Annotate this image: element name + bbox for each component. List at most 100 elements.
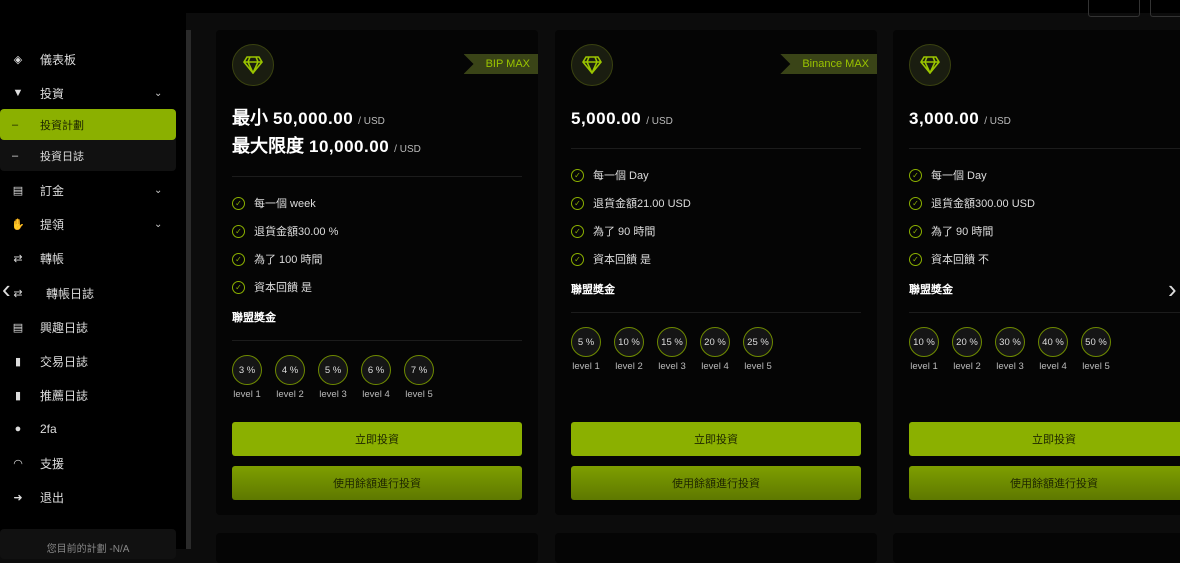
plan-feature: ✓ 每一個 Day [571,161,861,189]
sidebar-item[interactable]: ⇄ 轉帳 [0,243,186,273]
check-circle-icon: ✓ [571,252,584,266]
invest-now-button[interactable]: 立即投資 [909,422,1180,456]
plan-feature: ✓ 退貨金額300.00 USD [909,189,1180,217]
user-lock-icon: ● [14,423,22,435]
current-plan: 您目前的計劃 -N/A [0,529,176,559]
plan-feature: ✓ 退貨金額21.00 USD [571,189,861,217]
plan-feature: ✓ 為了 90 時間 [571,217,861,245]
plan-price: 最小 50,000.00 / USD 最大限度 10,000.00 / USD [232,108,421,156]
bonus-level: 25 % level 5 [743,327,773,372]
plan-card [893,533,1180,563]
plan-card: BIP MAX 最小 50,000.00 / USD 最大限度 10,000.00… [216,30,538,515]
bonus-level: 15 % level 3 [657,327,687,372]
divider [909,148,1180,149]
submenu-invest: – 投資計劃 – 投資日誌 [0,109,176,171]
sidebar-item[interactable]: ✋ 提領 ⌄ [11,217,163,232]
layers-icon: ◈ [13,53,23,66]
bonus-level: 10 % level 2 [614,327,644,372]
bonus-level: 7 % level 5 [404,355,434,400]
plan-price: 5,000.00 / USD [571,109,673,128]
check-circle-icon: ✓ [232,252,245,266]
check-circle-icon: ✓ [232,196,245,210]
plan-feature: ✓ 資本回饋 是 [571,245,861,273]
sidebar-item[interactable]: ◈ 儀表板 [0,44,186,74]
top-bar [0,0,1180,13]
carousel-prev-arrow[interactable]: ‹ [2,274,11,304]
check-circle-icon: ✓ [909,168,922,182]
divider [232,176,522,177]
logout-icon: ➜ [13,491,23,504]
plan-card [555,533,877,563]
invest-with-balance-button[interactable]: 使用餘額進行投資 [571,466,861,500]
plan-feature: ✓ 每一個 week [232,189,522,217]
sidebar-item[interactable]: ▮ 交易日誌 [0,346,186,376]
plan-feature: ✓ 每一個 Day [909,161,1180,189]
check-circle-icon: ✓ [232,280,245,294]
invest-with-balance-button[interactable]: 使用餘額進行投資 [909,466,1180,500]
chevron-down-icon: ⌄ [154,218,163,230]
transfer-icon: ⇄ [13,287,23,300]
sidebar-item[interactable]: ● 2fa [0,414,186,444]
bonus-level: 30 % level 3 [995,327,1025,372]
sidebar-item[interactable]: ▮ 推薦日誌 [0,380,186,410]
sidebar-item[interactable]: ◠ 支援 [0,448,186,478]
plan-card [216,533,538,563]
check-circle-icon: ✓ [571,224,584,238]
divider [571,148,861,149]
sidebar-item[interactable]: ⇄ 轉帳日誌 [0,278,186,308]
check-circle-icon: ✓ [909,252,922,266]
plan-card: 3,000.00 / USD ✓ 每一個 Day ✓ 退貨金額300.00 USD ✓ 為了… [893,30,1180,515]
divider [909,312,1180,313]
sidebar-item[interactable]: ▤ 訂金 ⌄ [12,183,163,198]
bonus-title: 聯盟獎金 [909,284,953,296]
check-circle-icon: ✓ [571,168,584,182]
bonus-level: 40 % level 4 [1038,327,1068,372]
bonus-level: 6 % level 4 [361,355,391,400]
cash-stack-icon: ▤ [12,184,24,197]
hand-coin-icon: ✋ [11,218,25,231]
sidebar-item[interactable]: ➜ 退出 [0,482,186,512]
check-circle-icon: ✓ [909,224,922,238]
plan-ribbon: BIP MAX [463,54,538,74]
invest-with-balance-button[interactable]: 使用餘額進行投資 [232,466,522,500]
bonus-level: 5 % level 1 [571,327,601,372]
sidebar-scrollbar[interactable] [186,30,191,549]
bonus-level: 10 % level 1 [909,327,939,372]
plan-card: Binance MAX 5,000.00 / USD ✓ 每一個 Day ✓ 退貨金額2… [555,30,877,515]
bonus-level: 50 % level 5 [1081,327,1111,372]
invest-now-button[interactable]: 立即投資 [571,422,861,456]
chevron-down-icon: ⌄ [154,87,163,99]
bonus-level: 5 % level 3 [318,355,348,400]
divider [571,312,861,313]
carousel-next-arrow[interactable]: › [1168,274,1177,304]
plan-feature: ✓ 退貨金額30.00 % [232,217,522,245]
diamond-icon [571,44,613,86]
plan-feature: ✓ 為了 100 時間 [232,245,522,273]
header-profile-button[interactable] [1150,0,1180,17]
funnel-coin-icon: ▼ [12,87,24,99]
bonus-levels: 10 % level 1 20 % level 2 30 % level 3 40 % lev… [909,327,1180,372]
plan-feature: ✓ 資本回饋 不 [909,245,1180,273]
sidebar-item[interactable]: ▤ 興趣日誌 [12,320,89,335]
bonus-level: 3 % level 1 [232,355,262,400]
diamond-icon [232,44,274,86]
sidebar: ◈ 儀表板 ▼ 投資 ⌄ ▤ 訂金 ⌄ ✋ 提領 ⌄ ⇄ 轉帳 ⇄ 轉帳日誌 ▤… [0,13,186,559]
check-circle-icon: ✓ [909,196,922,210]
invest-now-button[interactable]: 立即投資 [232,422,522,456]
bonus-title: 聯盟獎金 [571,284,615,296]
headset-icon: ◠ [13,457,23,470]
bonus-level: 20 % level 2 [952,327,982,372]
chevron-down-icon: ⌄ [154,184,163,196]
file-icon: ▤ [12,321,24,334]
diamond-icon [909,44,951,86]
submenu-item[interactable]: – 投資日誌 [12,149,84,163]
header-button[interactable] [1088,0,1140,17]
bonus-title: 聯盟獎金 [232,312,276,324]
submenu-item[interactable]: – 投資計劃 [0,109,176,140]
bonus-levels: 5 % level 1 10 % level 2 15 % level 3 20 % leve… [571,327,861,372]
sidebar-item[interactable]: ▼ 投資 ⌄ [12,86,163,101]
bonus-level: 4 % level 2 [275,355,305,400]
transfer-icon: ⇄ [13,252,23,265]
bonus-levels: 3 % level 1 4 % level 2 5 % level 3 6 % level 4… [232,355,522,400]
divider [232,340,522,341]
